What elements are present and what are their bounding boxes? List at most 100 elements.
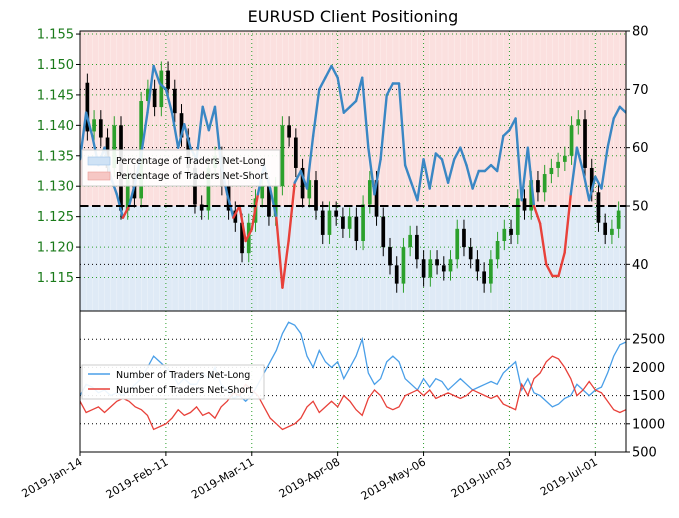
candle-body [280,125,285,187]
candle-body [206,167,211,211]
candle-body [166,70,170,89]
left-tick-label: 1.130 [37,180,74,195]
count-tick-label: 2000 [632,361,665,376]
candle-body [287,125,291,138]
percent-net-long-segment [416,158,425,202]
left-tick-label: 1.145 [37,88,74,103]
legend-label-net-short-count: Number of Traders Net-Short [116,385,253,396]
left-tick-label: 1.125 [37,210,74,225]
percent-net-long-segment [471,169,480,190]
percent-net-long-segment [342,105,352,114]
percent-net-long-segment [176,123,186,149]
percent-net-long-segment [495,134,505,173]
candle-body [354,216,359,241]
percent-net-long-segment [348,99,358,109]
percent-net-long-segment [557,251,566,278]
candle-body [300,167,305,199]
candle-body [428,259,433,278]
candle-body [85,82,90,132]
candle-body [462,228,466,248]
candle-body [374,180,379,217]
candle-body [589,167,594,193]
candle-body [421,259,426,278]
percent-net-long-segment [514,117,523,202]
candle-body [199,204,204,211]
percent-net-long-segment [581,169,591,202]
x-tick-label: 2019-Mar-11 [189,455,256,501]
candle-body [482,271,486,284]
percent-net-long-segment [410,181,419,202]
percent-net-long-segment [299,169,309,190]
count-tick-label: 1500 [632,389,665,404]
x-tick-label: 2019-Jul-01 [538,455,600,498]
x-tick-label: 2019-May-06 [359,455,428,503]
percent-net-long-segment [311,88,321,138]
percent-net-long-segment [403,163,413,184]
candle-body [569,125,574,156]
percent-net-long-segment [232,204,241,219]
right-tick-label: 50 [632,200,649,215]
percent-net-long-segment [575,146,585,173]
right-tick-label: 80 [632,25,649,40]
percent-net-long-segment [354,76,364,103]
percent-net-long-segment [612,105,622,120]
percent-net-long-segment [373,158,382,196]
percent-net-long-segment [158,82,168,91]
count-tick-label: 1000 [632,417,665,432]
candle-body [448,259,453,272]
percent-net-long-segment [183,123,192,149]
percent-net-long-segment [600,146,609,190]
candle-body [455,228,460,260]
percent-net-long-segment [526,146,536,208]
candle-body [381,216,386,248]
legend-label-net-long-pct: Percentage of Traders Net-Long [116,156,266,167]
percent-net-long-segment [238,204,247,243]
count-legend: Number of Traders Net-Long Number of Tra… [81,364,265,400]
legend-label-net-long-count: Number of Traders Net-Long [116,370,250,381]
candle-body [495,241,500,260]
candle-body [334,210,339,217]
percent-net-long-segment [397,82,407,167]
percent-net-long-segment [569,146,579,196]
candle-body [367,180,372,205]
x-tick-label: 2019-Jan-14 [20,455,85,500]
candle-body [556,161,560,168]
percent-net-long-segment [318,76,327,91]
percent-net-long-segment [618,105,626,114]
percent-net-long-segment [587,175,597,202]
percent-net-long-segment [281,239,290,289]
percent-net-long-segment [164,88,174,114]
candle-body [361,204,365,241]
x-axis: 2019-Jan-14 2019-Feb-11 2019-Mar-11 2019-Ap… [20,452,600,503]
percent-net-long-segment [305,134,315,190]
count-legend-box [81,364,265,400]
candle-body [327,210,332,235]
chart-title: EURUSD Client Positioning [248,7,459,26]
candle-body [98,119,103,138]
candle-body [394,265,399,284]
candle-body [576,119,581,126]
left-tick-label: 1.155 [37,28,74,43]
candle-body [603,222,608,235]
percent-net-long-segment [606,117,615,149]
percent-net-long-segment [428,152,438,190]
percent-net-long-segment [465,163,474,190]
percent-net-long-segment [324,64,333,79]
bottom-plot-frame [79,310,627,453]
count-tick-label: 500 [632,446,657,461]
percent-net-long-segment [275,216,284,289]
percent-net-long-segment [434,152,444,161]
legend-swatch-net-short [87,171,111,181]
candle-body [542,174,547,193]
candle-body [522,198,527,211]
percent-net-long-segment [422,158,431,190]
candle-body [468,247,473,260]
candle-body [179,113,184,138]
candle-body [240,222,244,254]
percent-net-long-segment [361,76,370,149]
percent-net-long-segment [84,111,94,138]
percent-net-long-segment [379,93,388,161]
percent-net-long-segment [244,228,253,243]
percent-net-long-segment [293,169,303,184]
